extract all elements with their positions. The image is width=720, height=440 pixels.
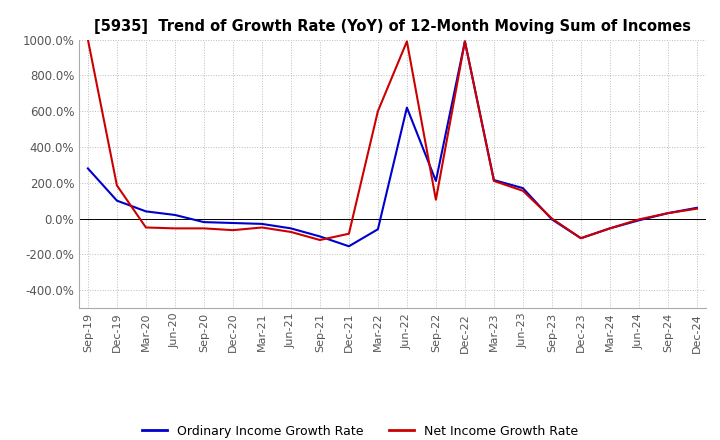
Legend: Ordinary Income Growth Rate, Net Income Growth Rate: Ordinary Income Growth Rate, Net Income …: [138, 420, 582, 440]
Title: [5935]  Trend of Growth Rate (YoY) of 12-Month Moving Sum of Incomes: [5935] Trend of Growth Rate (YoY) of 12-…: [94, 19, 691, 34]
